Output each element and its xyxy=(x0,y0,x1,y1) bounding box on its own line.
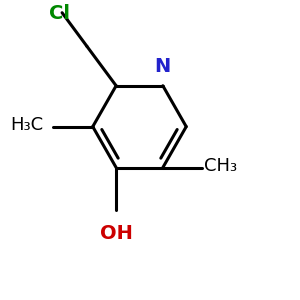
Text: N: N xyxy=(155,56,171,76)
Text: Cl: Cl xyxy=(49,4,70,23)
Text: CH₃: CH₃ xyxy=(204,157,237,175)
Text: H₃C: H₃C xyxy=(10,116,43,134)
Text: OH: OH xyxy=(100,224,133,244)
